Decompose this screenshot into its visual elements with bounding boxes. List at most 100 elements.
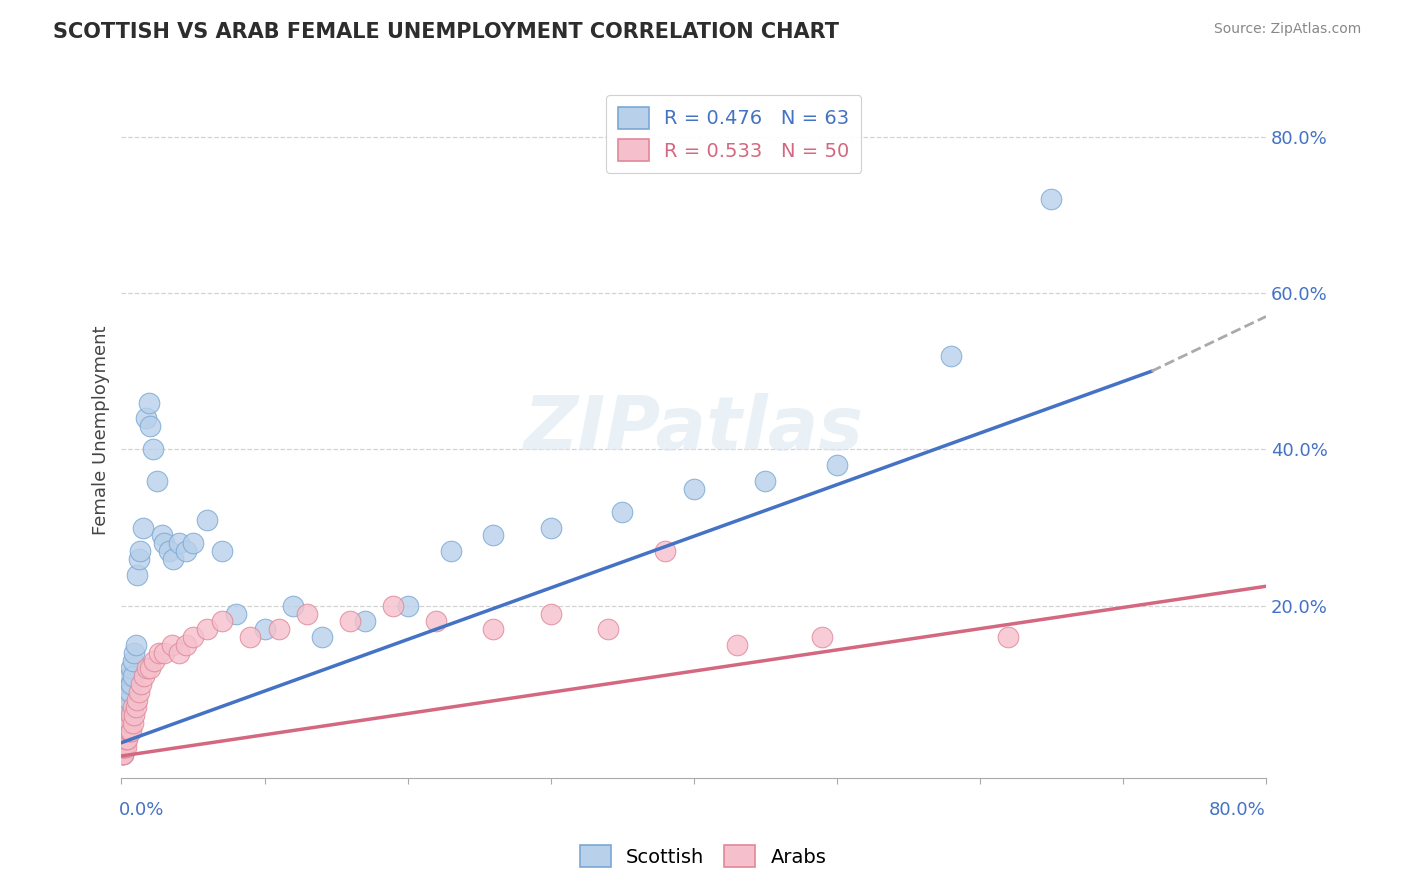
Point (142, 442, 165, 457)
Point (124, 708, 146, 723)
Point (267, 622, 290, 636)
Point (112, 739, 135, 754)
Point (146, 474, 169, 488)
Text: 0.0%: 0.0% (118, 801, 165, 820)
Point (112, 731, 135, 746)
Point (120, 661, 142, 675)
Point (157, 544, 180, 558)
Point (114, 731, 136, 746)
Point (682, 482, 704, 496)
Point (439, 544, 461, 558)
Point (167, 646, 190, 660)
Y-axis label: Female Unemployment: Female Unemployment (93, 326, 110, 534)
Point (396, 599, 419, 613)
Point (811, 630, 834, 644)
Point (115, 731, 138, 746)
Point (114, 716, 136, 731)
Point (143, 654, 166, 668)
Legend: Scottish, Arabs: Scottish, Arabs (572, 837, 834, 875)
Point (114, 708, 136, 723)
Text: Source: ZipAtlas.com: Source: ZipAtlas.com (1213, 22, 1361, 37)
Point (174, 544, 197, 558)
Point (132, 521, 155, 535)
Point (134, 669, 156, 683)
Point (297, 607, 319, 621)
Point (181, 630, 204, 644)
Point (138, 395, 160, 409)
Point (654, 544, 676, 558)
Point (111, 739, 134, 754)
Point (211, 615, 233, 629)
Point (125, 700, 148, 714)
Text: ZIPatlas: ZIPatlas (523, 393, 863, 467)
Point (725, 638, 748, 652)
Point (540, 607, 562, 621)
Point (111, 747, 134, 762)
Point (211, 544, 233, 558)
Point (174, 638, 197, 652)
Point (118, 677, 141, 691)
Point (311, 630, 333, 644)
Point (111, 747, 134, 762)
Point (118, 716, 141, 731)
Point (148, 646, 170, 660)
Point (128, 685, 150, 699)
Point (118, 685, 141, 699)
Point (125, 638, 148, 652)
Point (120, 708, 142, 723)
Point (122, 669, 145, 683)
Point (135, 411, 157, 425)
Point (115, 723, 138, 738)
Point (114, 731, 136, 746)
Point (120, 723, 142, 738)
Point (941, 349, 963, 363)
Point (111, 747, 134, 762)
Point (114, 723, 136, 738)
Point (115, 692, 138, 706)
Point (153, 536, 176, 550)
Point (112, 739, 135, 754)
Point (114, 731, 136, 746)
Point (596, 622, 619, 636)
Point (153, 646, 176, 660)
Point (131, 677, 153, 691)
Point (127, 692, 149, 706)
Point (111, 747, 134, 762)
Point (339, 615, 361, 629)
Point (281, 599, 304, 613)
Point (114, 723, 136, 738)
Point (225, 607, 247, 621)
Point (117, 716, 139, 731)
Point (382, 599, 405, 613)
Point (122, 654, 145, 668)
Point (118, 723, 141, 738)
Point (117, 700, 139, 714)
Point (115, 700, 138, 714)
Point (114, 739, 136, 754)
Text: SCOTTISH VS ARAB FEMALE UNEMPLOYMENT CORRELATION CHART: SCOTTISH VS ARAB FEMALE UNEMPLOYMENT COR… (53, 22, 839, 42)
Point (139, 419, 162, 434)
Point (127, 567, 149, 582)
Point (112, 739, 135, 754)
Point (112, 723, 135, 738)
Point (195, 622, 218, 636)
Point (111, 739, 134, 754)
Point (253, 622, 276, 636)
Point (540, 521, 562, 535)
Point (111, 739, 134, 754)
Point (112, 731, 135, 746)
Point (195, 513, 218, 527)
Legend: R = 0.476   N = 63, R = 0.533   N = 50: R = 0.476 N = 63, R = 0.533 N = 50 (606, 95, 862, 173)
Point (162, 552, 184, 566)
Point (117, 723, 139, 738)
Point (124, 646, 146, 660)
Point (129, 544, 152, 558)
Point (239, 630, 262, 644)
Point (115, 708, 138, 723)
Point (122, 700, 145, 714)
Point (128, 552, 150, 566)
Point (118, 669, 141, 683)
Point (112, 731, 135, 746)
Point (115, 716, 138, 731)
Point (1040, 192, 1063, 206)
